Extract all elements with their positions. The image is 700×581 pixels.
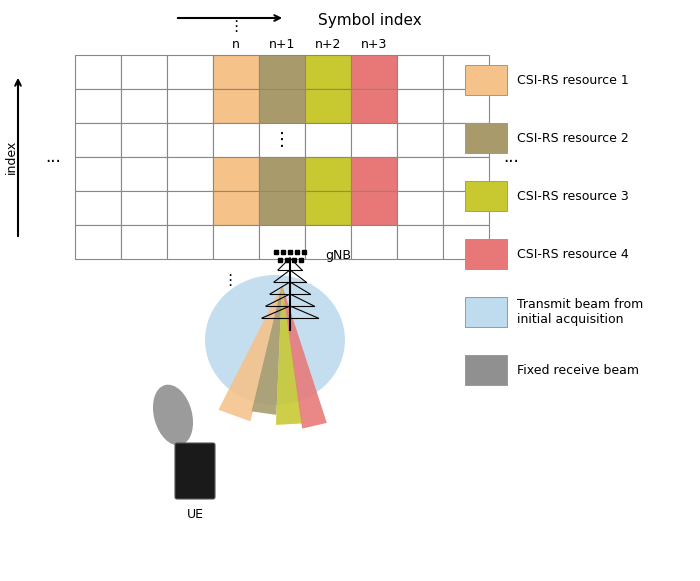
Bar	[167, 157, 213, 191]
Bar	[465, 65, 507, 95]
Bar	[121, 225, 167, 259]
Bar	[75, 55, 121, 89]
Bar	[213, 225, 259, 259]
Bar	[443, 157, 489, 191]
Bar	[465, 123, 507, 153]
Bar	[75, 89, 121, 123]
Ellipse shape	[205, 275, 345, 405]
Polygon shape	[282, 285, 327, 429]
Bar	[167, 225, 213, 259]
Bar	[397, 55, 443, 89]
Text: ⋮: ⋮	[273, 131, 291, 149]
Bar	[305, 123, 351, 157]
Text: CSI-RS resource 3: CSI-RS resource 3	[517, 189, 629, 203]
Bar	[465, 297, 507, 327]
Text: Resource block
index: Resource block index	[0, 110, 18, 205]
Bar	[397, 225, 443, 259]
Bar	[351, 191, 397, 225]
Bar	[351, 225, 397, 259]
Bar	[259, 225, 305, 259]
Text: ...: ...	[45, 148, 61, 166]
Bar	[397, 157, 443, 191]
Text: CSI-RS resource 1: CSI-RS resource 1	[517, 74, 629, 87]
Bar	[121, 55, 167, 89]
Text: n+1: n+1	[269, 38, 295, 52]
Text: CSI-RS resource 4: CSI-RS resource 4	[517, 248, 629, 260]
Bar	[465, 181, 507, 211]
Bar	[75, 225, 121, 259]
Bar	[351, 123, 397, 157]
Bar	[213, 191, 259, 225]
Text: gNB: gNB	[325, 249, 351, 261]
Text: n+3: n+3	[360, 38, 387, 52]
Polygon shape	[276, 285, 302, 425]
Bar	[167, 55, 213, 89]
Text: Fixed receive beam: Fixed receive beam	[517, 364, 639, 376]
Text: UE: UE	[186, 508, 204, 521]
Bar	[305, 89, 351, 123]
Bar	[305, 55, 351, 89]
Bar	[121, 89, 167, 123]
Text: ...: ...	[503, 148, 519, 166]
Bar	[397, 123, 443, 157]
Bar	[443, 89, 489, 123]
FancyBboxPatch shape	[175, 443, 215, 499]
Bar	[259, 191, 305, 225]
Bar	[167, 89, 213, 123]
Bar	[213, 123, 259, 157]
Text: ⋮: ⋮	[223, 274, 237, 289]
Text: n+2: n+2	[315, 38, 341, 52]
Bar	[167, 191, 213, 225]
Bar	[75, 191, 121, 225]
Bar	[305, 191, 351, 225]
Bar	[213, 55, 259, 89]
Bar	[259, 89, 305, 123]
Ellipse shape	[153, 385, 193, 446]
Bar	[443, 55, 489, 89]
Bar	[397, 191, 443, 225]
Bar	[213, 89, 259, 123]
Bar	[121, 123, 167, 157]
Bar	[305, 157, 351, 191]
Bar	[121, 191, 167, 225]
Bar	[465, 239, 507, 269]
Bar	[75, 123, 121, 157]
Text: n: n	[232, 38, 240, 52]
Bar	[397, 89, 443, 123]
Bar	[259, 55, 305, 89]
Text: Transmit beam from
initial acquisition: Transmit beam from initial acquisition	[517, 298, 643, 326]
Bar	[259, 157, 305, 191]
Text: CSI-RS resource 2: CSI-RS resource 2	[517, 131, 629, 145]
Bar	[75, 157, 121, 191]
Bar	[121, 157, 167, 191]
Bar	[351, 55, 397, 89]
Bar	[443, 225, 489, 259]
Text: Symbol index: Symbol index	[318, 13, 422, 27]
Bar	[443, 123, 489, 157]
Bar	[305, 225, 351, 259]
Polygon shape	[218, 285, 282, 421]
Bar	[259, 123, 305, 157]
Text: ⋮: ⋮	[228, 20, 244, 34]
Bar	[351, 89, 397, 123]
Polygon shape	[252, 285, 282, 415]
Bar	[465, 355, 507, 385]
Bar	[213, 157, 259, 191]
Bar	[167, 123, 213, 157]
Bar	[351, 157, 397, 191]
Bar	[443, 191, 489, 225]
